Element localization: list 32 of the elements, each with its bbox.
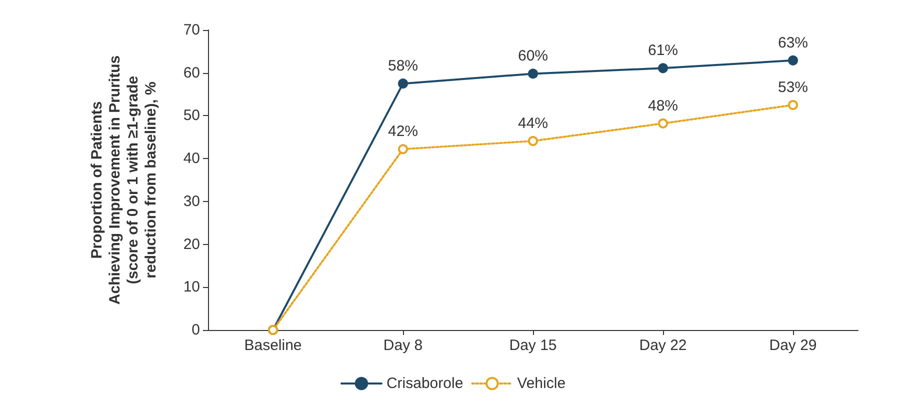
x-tick-label: Day 8 <box>383 337 423 354</box>
y-tick-label: 50 <box>183 107 200 124</box>
x-tick-label: Day 29 <box>769 337 817 354</box>
legend-label: Crisaborole <box>386 375 464 392</box>
data-label: 60% <box>518 48 548 65</box>
data-label: 53% <box>778 79 808 96</box>
point <box>528 68 538 79</box>
data-label: 48% <box>648 97 678 114</box>
x-tick-label: Day 22 <box>639 337 687 354</box>
y-tick-label: 40 <box>183 150 200 168</box>
x-tick-label: Baseline <box>244 337 302 354</box>
point <box>788 100 798 110</box>
y-tick-label: 30 <box>183 192 200 210</box>
y-tick-label: 0 <box>192 322 200 338</box>
y-tick-label: 60 <box>183 64 200 82</box>
point <box>528 136 538 146</box>
x-tick-label: Day 15 <box>509 337 557 354</box>
data-label: 61% <box>648 42 678 60</box>
point <box>658 118 668 128</box>
point <box>658 63 668 74</box>
point <box>788 55 798 66</box>
y-tick-label: 20 <box>183 236 200 253</box>
point <box>398 78 408 89</box>
data-label: 42% <box>388 123 418 140</box>
data-label: 44% <box>518 115 548 132</box>
data-label: 58% <box>388 58 418 75</box>
legend-label: Vehicle <box>517 375 566 392</box>
y-tick-label: 10 <box>183 278 200 296</box>
data-label: 63% <box>778 34 808 52</box>
y-axis-title: Proportion of Patients Achieving Improvement in Pruritus (score of 0 or 1 with ≥1-grade reduction from baseline), % <box>88 55 160 305</box>
point <box>398 144 408 154</box>
y-tick-label: 70 <box>183 22 200 38</box>
